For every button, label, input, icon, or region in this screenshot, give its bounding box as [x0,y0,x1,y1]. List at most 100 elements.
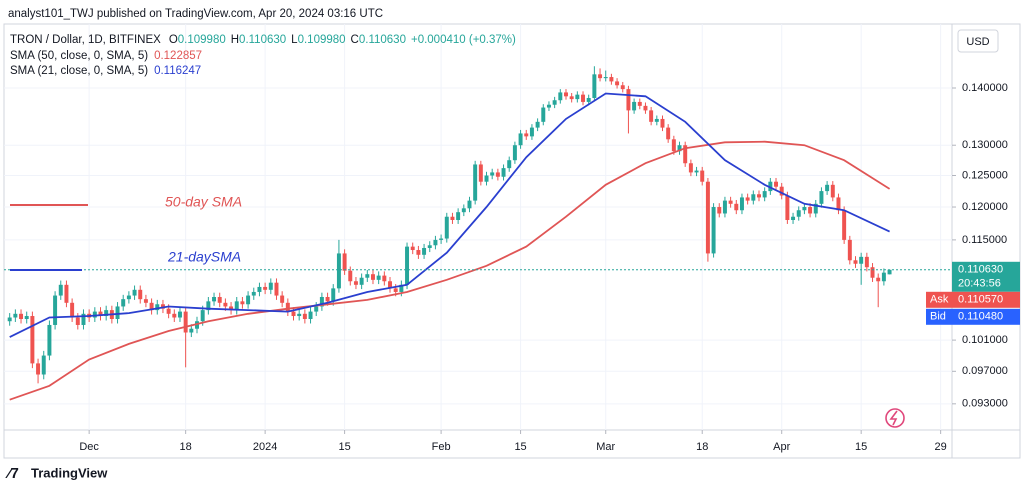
candle-body [302,313,307,319]
y-tick-label: 0.140000 [962,82,1008,94]
candle-body [229,306,234,311]
x-tick-label: Apr [773,441,790,453]
x-tick-label: 18 [696,441,708,453]
candle-body [808,207,813,214]
candle-body [552,100,557,105]
candle-body [467,200,472,209]
candle-body [683,145,688,164]
bid-box [926,308,1020,325]
candle-body [126,295,131,300]
candle-body [138,289,143,300]
x-tick-label: Dec [79,441,99,453]
candle-body [478,164,483,182]
candle-body [53,295,58,325]
annotation: 50-day SMA [165,194,242,210]
candle-body [586,97,591,102]
candle-body [433,239,438,246]
candle-body [223,302,228,307]
candle-body [325,296,330,302]
candle-body [121,299,126,307]
candle-body [813,203,818,214]
candle-body [745,197,750,201]
candle-body [456,212,461,220]
replay-icon[interactable] [885,408,905,428]
candle-body [768,181,773,192]
candle-body [257,286,262,292]
ohlc-value: 0.109980 [178,34,226,46]
candle-body [558,92,563,101]
candle-body [575,94,580,100]
candle-body [734,203,739,211]
candle-body [246,295,251,305]
candle-body [774,181,779,187]
candle-body [314,306,319,312]
candle-body [200,310,205,322]
ohlc-value: 0.110630 [239,34,286,46]
candle-body [98,311,103,317]
candle-body [342,253,347,271]
candle-body [620,85,625,90]
candle-body [291,311,296,317]
candle-body [166,308,171,314]
y-tick-label: 0.115000 [962,234,1007,246]
x-tick-label: 18 [180,441,192,453]
symbol-title: TRON / Dollar, 1D, BITFINEX [10,34,161,46]
candle-body [529,127,534,137]
candle-body [876,277,881,282]
sma-line [9,92,890,338]
x-tick-label: 15 [338,441,350,453]
candle-body [280,295,285,303]
candle-body [564,92,568,97]
plot-area [4,24,952,430]
candle-body [546,104,551,108]
candle-body [132,289,137,296]
publisher: analyst101_TWJ published on TradingView.… [8,8,383,20]
candle-body [353,281,358,285]
candle-body [439,238,444,240]
tradingview-logo: ⁄7 TradingView [5,465,108,482]
candle-body [206,301,211,311]
ohlc-key: H [231,34,239,46]
candle-body [796,210,801,217]
candle-body [859,256,864,264]
candle-body [700,170,705,182]
logo-mark: ⁄7 [5,465,19,482]
candle-body [410,246,415,251]
candle-body [7,317,12,322]
candle-body [842,210,847,240]
candle-body [149,302,154,311]
x-tick-label: 2024 [253,441,277,453]
chart-frame [3,23,1021,459]
candle-body [830,184,835,198]
candle-body [70,302,75,318]
candle-body [30,316,35,364]
candle-body [450,216,455,220]
candle-body [195,321,199,329]
candle-body [654,118,659,122]
candle-body [251,291,256,296]
candle-body [887,269,892,275]
candle-body [461,208,466,213]
candle-body [104,310,109,317]
candle-body [881,272,886,282]
candle-body [819,191,824,204]
candle-body [739,197,744,211]
candle-body [64,284,69,303]
candle-body [427,245,432,248]
currency-box[interactable] [957,29,999,53]
bid-name: Bid [930,311,946,323]
candle-body [694,170,699,173]
sma-legend-name: SMA (21, close, 0, SMA, 5) [10,65,148,77]
candle-body [677,145,682,152]
candle-body [569,96,574,100]
candle-body [234,301,239,311]
candle-body [177,311,182,318]
candle-body [751,194,756,201]
candle-body [297,313,302,317]
candle-body [47,324,52,356]
candle-body [490,172,495,176]
candle-body [779,186,784,196]
last-price-tag [952,261,1020,292]
candle-body [359,277,364,285]
candle-body [632,101,637,111]
